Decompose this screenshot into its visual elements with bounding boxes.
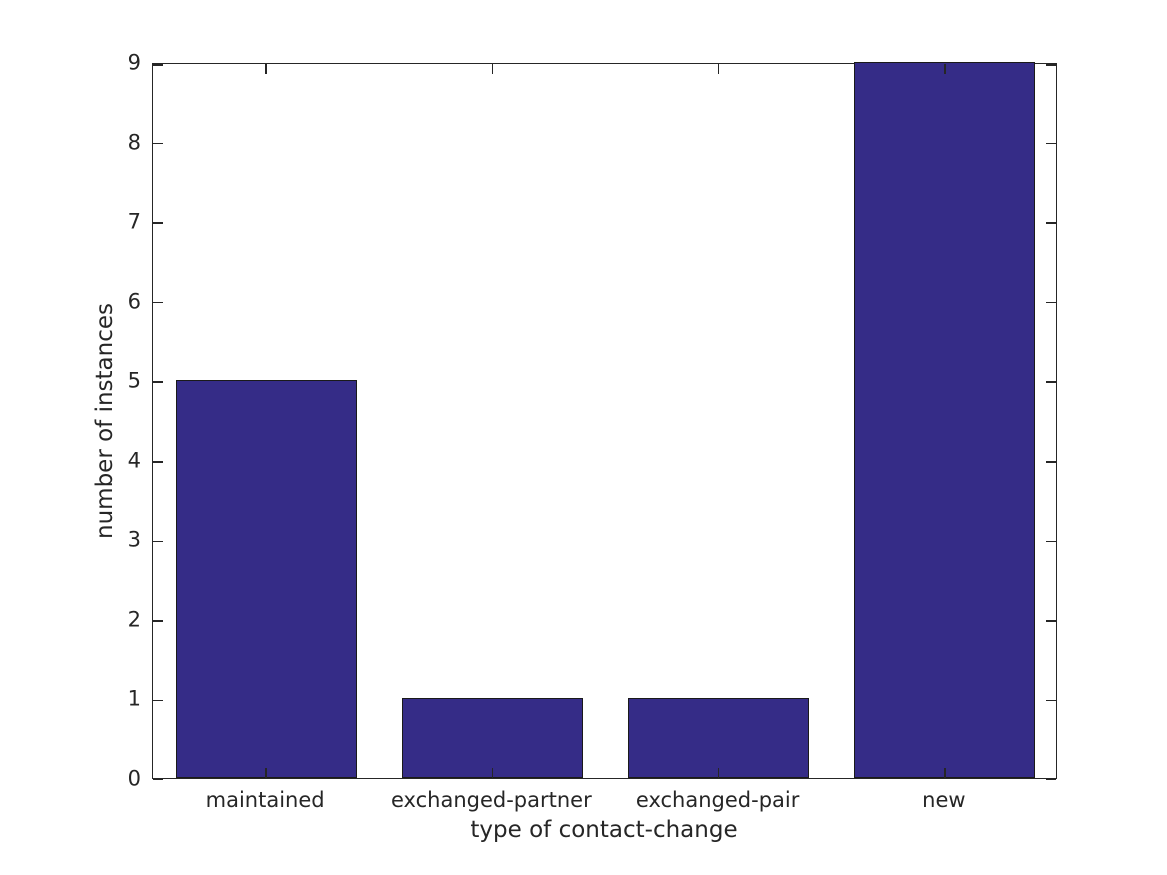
x-axis-label: type of contact-change [470, 817, 738, 843]
y-tick-left [153, 142, 163, 145]
y-tick-right [1046, 301, 1056, 304]
y-tick-label: 2 [127, 607, 141, 632]
y-axis-label: number of instances [92, 303, 118, 539]
y-tick-left [153, 540, 163, 543]
y-tick-label: 7 [127, 209, 141, 234]
x-tick-top [491, 64, 494, 74]
y-tick-right [1046, 699, 1056, 702]
y-tick-right [1046, 381, 1056, 383]
bar-exchanged-pair [628, 698, 810, 778]
y-tick-label: 5 [127, 368, 141, 393]
bar-new [854, 62, 1036, 778]
x-tick-label: exchanged-pair [635, 788, 800, 812]
y-tick-label: 8 [127, 130, 141, 155]
y-tick-left [153, 461, 163, 463]
x-tick-bottom [944, 768, 946, 778]
x-tick-bottom [491, 768, 494, 778]
y-tick-label: 9 [127, 50, 141, 75]
y-tick-right [1046, 222, 1056, 224]
y-tick-left [153, 64, 163, 66]
y-tick-label: 4 [127, 448, 141, 473]
y-tick-right [1046, 64, 1056, 66]
y-tick-left [153, 301, 163, 304]
plot-area [152, 62, 1057, 780]
y-tick-left [153, 620, 163, 622]
y-tick-label: 1 [127, 686, 141, 711]
y-tick-left [153, 222, 163, 224]
y-tick-label: 0 [127, 766, 141, 791]
y-tick-label: 3 [127, 527, 141, 552]
y-tick-left [153, 778, 163, 780]
y-tick-right [1046, 540, 1056, 543]
x-tick-label: new [922, 788, 966, 812]
x-tick-top [717, 64, 720, 74]
y-tick-label: 6 [127, 289, 141, 314]
y-tick-right [1046, 620, 1056, 622]
x-tick-top [944, 64, 946, 74]
bar-maintained [175, 380, 357, 778]
bar-exchanged-partner [401, 698, 583, 778]
y-tick-left [153, 381, 163, 383]
x-tick-bottom [717, 768, 720, 778]
x-tick-label: exchanged-partner [391, 788, 592, 812]
x-tick-bottom [265, 768, 267, 778]
y-tick-right [1046, 142, 1056, 145]
x-tick-top [265, 64, 267, 74]
y-tick-left [153, 699, 163, 702]
y-tick-right [1046, 461, 1056, 463]
x-tick-label: maintained [205, 788, 325, 812]
y-tick-right [1046, 778, 1056, 780]
